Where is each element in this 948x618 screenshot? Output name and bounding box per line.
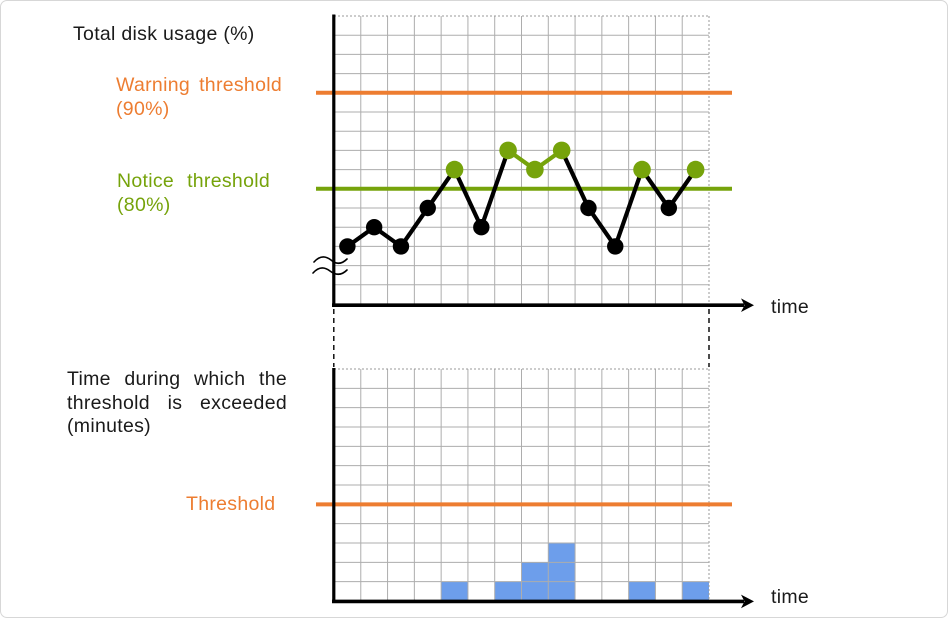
exceeded-time-bars	[441, 542, 709, 601]
top-chart-grid	[333, 15, 710, 305]
chart-alignment-connectors	[333, 309, 710, 367]
usage-data-point	[419, 199, 436, 217]
usage-data-point	[365, 219, 383, 236]
usage-data-point	[392, 238, 410, 255]
bottom-chart-grid	[333, 368, 710, 602]
exceeded-time-bar	[628, 581, 656, 601]
warning-threshold-label: Warning threshold (90%)	[116, 74, 282, 120]
usage-data-point	[607, 238, 624, 255]
usage-data-point	[499, 141, 517, 160]
x-axis-arrow-icon	[741, 594, 754, 609]
top-x-axis-label: time	[771, 296, 810, 318]
notice-threshold-label: Notice threshold (80%)	[117, 170, 270, 216]
x-axis-arrow-icon	[741, 298, 754, 312]
bottom-chart-title: Time during which the threshold is excee…	[67, 368, 287, 437]
usage-data-point	[633, 160, 651, 179]
exceeded-time-bar	[494, 581, 522, 601]
usage-data-point	[445, 160, 464, 179]
bottom-chart	[316, 368, 754, 609]
usage-data-point	[552, 141, 571, 160]
exceeded-time-bar	[548, 542, 576, 601]
usage-data-point	[580, 199, 597, 217]
usage-data-point	[686, 160, 705, 179]
bottom-x-axis-label: time	[771, 586, 810, 608]
usage-data-point	[473, 219, 490, 236]
usage-line-series	[339, 141, 705, 255]
usage-data-point	[526, 160, 544, 179]
bottom-threshold-label: Threshold	[186, 493, 276, 515]
exceeded-time-bar	[441, 581, 468, 601]
top-chart	[312, 14, 754, 312]
usage-data-point	[660, 199, 678, 217]
exceeded-time-bar	[682, 581, 709, 601]
y-axis-break-icon	[312, 256, 348, 276]
usage-data-point	[339, 238, 356, 255]
top-chart-title: Total disk usage (%)	[73, 23, 255, 45]
